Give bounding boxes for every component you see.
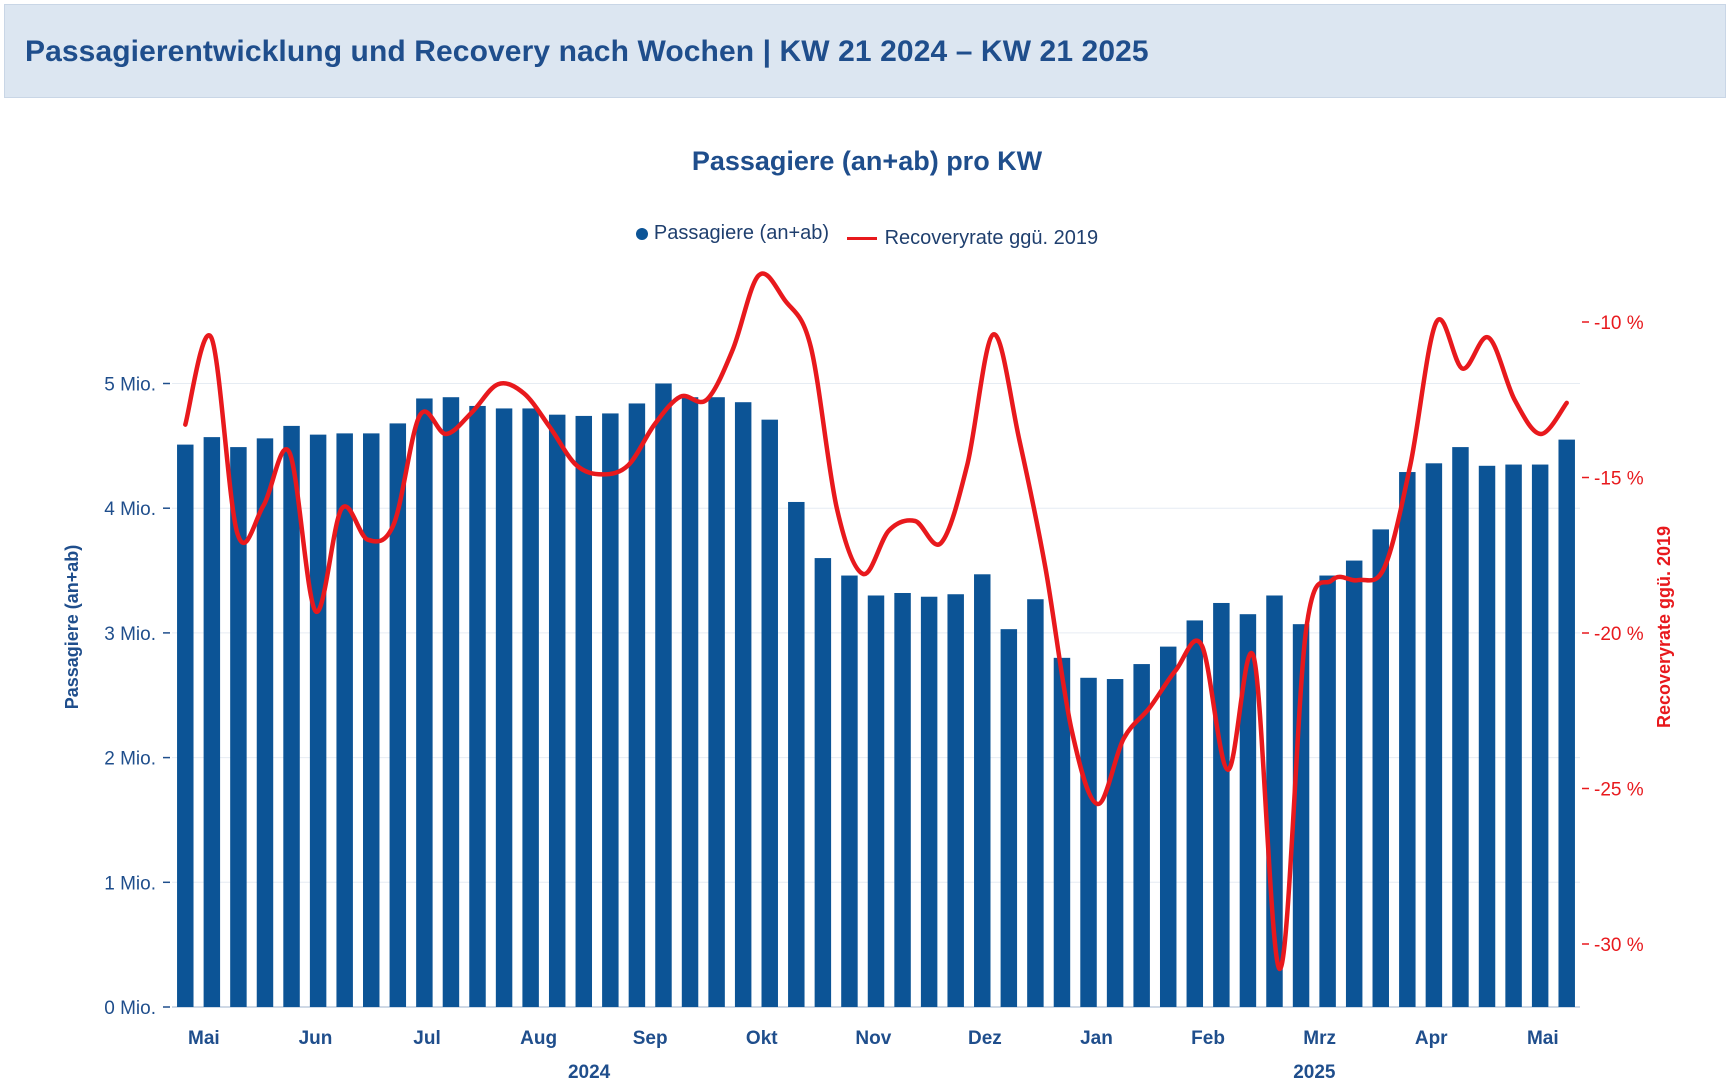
line-series — [183, 271, 1569, 972]
bar — [1531, 464, 1549, 1007]
bar — [1080, 677, 1097, 1007]
bar — [1478, 465, 1496, 1007]
bar — [1213, 602, 1230, 1007]
recovery-line — [183, 271, 1569, 972]
x-tick-label: Jan — [1080, 1028, 1113, 1049]
bar — [416, 398, 433, 1007]
bar — [442, 397, 460, 1007]
bar — [469, 405, 486, 1007]
bar — [1027, 599, 1044, 1007]
x-tick-label: Aug — [520, 1028, 557, 1049]
legend-item-recovery[interactable]: Recoveryrate ggü. 2019 — [846, 226, 1099, 250]
chart-legend: Passagiere (an+ab) Recoveryrate ggü. 201… — [0, 222, 1734, 250]
bar — [734, 402, 752, 1008]
bar — [602, 413, 619, 1008]
x-tick-label: Sep — [633, 1028, 668, 1049]
y2-tick-label: -10 % — [1594, 313, 1644, 334]
bar — [628, 403, 646, 1007]
bar — [203, 437, 221, 1008]
bar — [389, 423, 407, 1007]
bar — [761, 419, 778, 1008]
bar — [336, 433, 353, 1007]
bar — [495, 408, 513, 1007]
bar — [256, 438, 274, 1007]
bar — [1399, 472, 1416, 1007]
x-tick-label: Dez — [968, 1028, 1002, 1049]
bar — [974, 574, 991, 1007]
bar — [788, 501, 805, 1007]
x-year-label: 2025 — [1293, 1062, 1336, 1083]
bar — [1106, 679, 1124, 1007]
legend-line-icon — [846, 236, 877, 240]
legend-item-passengers[interactable]: Passagiere (an+ab) — [635, 222, 830, 245]
x-tick-label: Feb — [1191, 1028, 1225, 1049]
bar — [920, 596, 938, 1007]
bar — [283, 425, 300, 1007]
bar — [1186, 620, 1204, 1007]
y-tick-label: 3 Mio. — [104, 624, 156, 645]
bar — [363, 433, 380, 1007]
bar — [522, 408, 539, 1007]
bar — [177, 444, 194, 1007]
bar — [681, 397, 699, 1007]
x-tick-label: Nov — [855, 1028, 891, 1049]
bar — [894, 592, 911, 1007]
bar — [1159, 646, 1177, 1007]
bar — [1133, 664, 1150, 1007]
bar — [1505, 464, 1522, 1007]
page-title: Passagierentwicklung und Recovery nach W… — [25, 35, 1149, 68]
legend-label-recovery: Recoveryrate ggü. 2019 — [884, 226, 1099, 249]
bar-series — [177, 383, 1575, 1008]
chart-title: Passagiere (an+ab) pro KW — [691, 146, 1043, 176]
bar — [309, 434, 327, 1007]
bar — [1372, 529, 1389, 1007]
bar — [1239, 614, 1257, 1007]
bar — [230, 447, 247, 1007]
bar — [1425, 463, 1443, 1008]
header-banner: Passagierentwicklung und Recovery nach W… — [4, 4, 1726, 98]
y-tick-label: 0 Mio. — [104, 998, 156, 1019]
bar — [655, 383, 672, 1007]
bar — [548, 414, 566, 1007]
bar — [841, 575, 858, 1007]
bar — [575, 415, 593, 1007]
x-axis: Mai Jun Jul Aug Sep Okt Nov Dez Jan Feb Mrz Apr Mai 2… — [188, 1028, 1559, 1083]
y-tick-label: 4 Mio. — [104, 499, 156, 520]
x-tick-label: Apr — [1415, 1028, 1448, 1049]
bar — [708, 397, 725, 1007]
y-tick-label: 1 Mio. — [104, 873, 156, 894]
y2-tick-label: -20 % — [1594, 624, 1644, 645]
x-tick-label: Mai — [1527, 1028, 1559, 1049]
bar — [1452, 447, 1469, 1007]
x-tick-label: Mrz — [1303, 1028, 1336, 1049]
bar — [814, 558, 832, 1007]
bar — [1053, 657, 1071, 1007]
bar — [1345, 560, 1363, 1007]
x-tick-label: Jun — [299, 1028, 333, 1049]
bar — [1000, 629, 1018, 1007]
y-axis-title: Passagiere (an+ab) — [62, 545, 82, 710]
y2-tick-label: -30 % — [1594, 935, 1644, 956]
y-axis-right: -10 % -15 % -20 % -25 % -30 % — [1582, 313, 1644, 956]
y2-axis-title: Recoveryrate ggü. 2019 — [1654, 526, 1674, 728]
x-tick-label: Okt — [746, 1028, 778, 1049]
bar — [947, 594, 964, 1007]
bar — [1319, 575, 1336, 1007]
y2-tick-label: -25 % — [1594, 780, 1644, 801]
y2-tick-label: -15 % — [1594, 469, 1644, 490]
y-tick-label: 2 Mio. — [104, 749, 156, 770]
x-year-label: 2024 — [568, 1062, 611, 1083]
x-tick-label: Mai — [188, 1028, 220, 1049]
x-tick-label: Jul — [413, 1028, 440, 1049]
y-tick-label: 5 Mio. — [104, 375, 156, 396]
bar — [1558, 439, 1575, 1007]
y-axis-left: 0 Mio. 1 Mio. 2 Mio. 3 Mio. 4 Mio. 5 Mio. — [104, 375, 170, 1019]
legend-label-passengers: Passagiere (an+ab) — [653, 222, 830, 244]
legend-dot-icon — [635, 227, 648, 240]
bar — [867, 595, 885, 1007]
